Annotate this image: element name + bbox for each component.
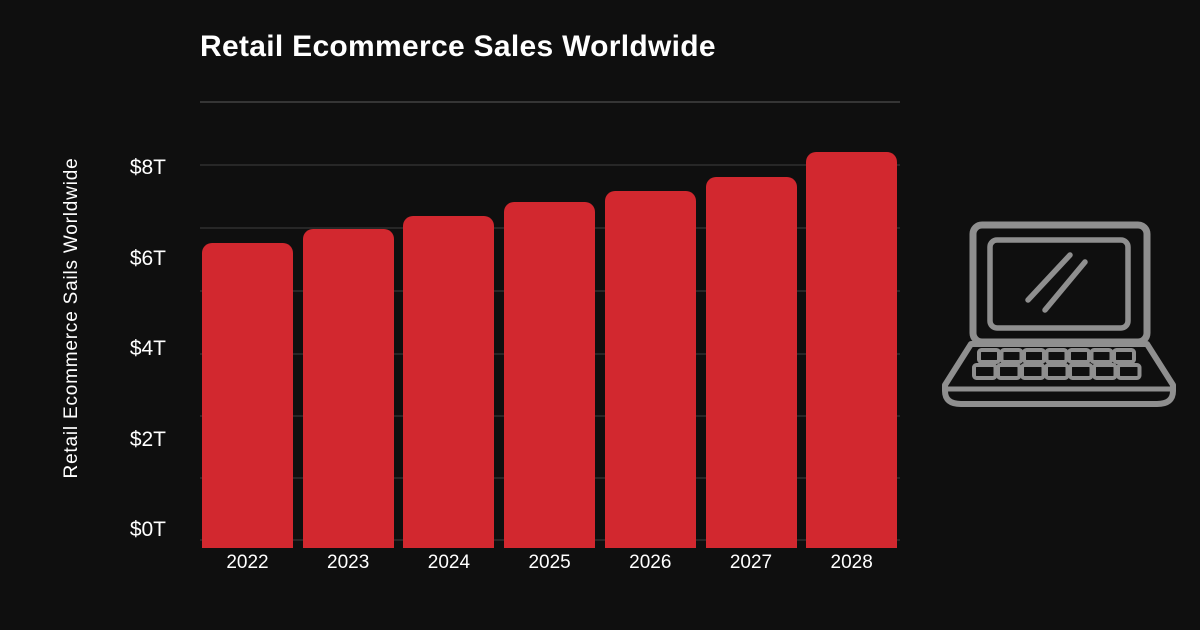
- bar-2025: [504, 201, 596, 548]
- laptop-screen-inner: [987, 237, 1131, 331]
- y-tick-label: $4T: [129, 337, 166, 360]
- laptop-base: [942, 341, 1176, 407]
- screen-glare-line: [1025, 252, 1073, 303]
- keyboard-keys-row1: [977, 348, 1136, 364]
- laptop-icon: [942, 221, 1176, 407]
- gridline: [200, 164, 900, 166]
- gridline: [200, 101, 900, 103]
- y-tick-label: $6T: [129, 246, 166, 270]
- x-tick-label: 2025: [528, 552, 571, 573]
- y-tick-label: $2T: [129, 427, 166, 451]
- bar-2024: [403, 215, 495, 548]
- bar-2028: [806, 152, 898, 548]
- bar-2027: [705, 177, 797, 548]
- x-tick-label: 2027: [729, 552, 773, 573]
- bar-2023: [302, 229, 394, 548]
- x-tick-label: 2022: [226, 552, 269, 573]
- x-tick-label: 2024: [427, 552, 471, 573]
- bar-2026: [604, 190, 696, 548]
- screen-glare-line: [1042, 259, 1088, 313]
- bar-2022: [202, 242, 293, 548]
- x-tick-label: 2023: [327, 552, 370, 573]
- x-tick-label: 2026: [629, 552, 672, 573]
- y-tick-label: $0T: [129, 518, 166, 541]
- y-tick-label: $8T: [129, 156, 166, 179]
- x-tick-label: 2028: [830, 552, 873, 573]
- keyboard-keys-row2: [972, 363, 1142, 380]
- chart-title: Retail Ecommerce Sales Worldwide: [200, 30, 716, 63]
- plot-area: [200, 95, 900, 548]
